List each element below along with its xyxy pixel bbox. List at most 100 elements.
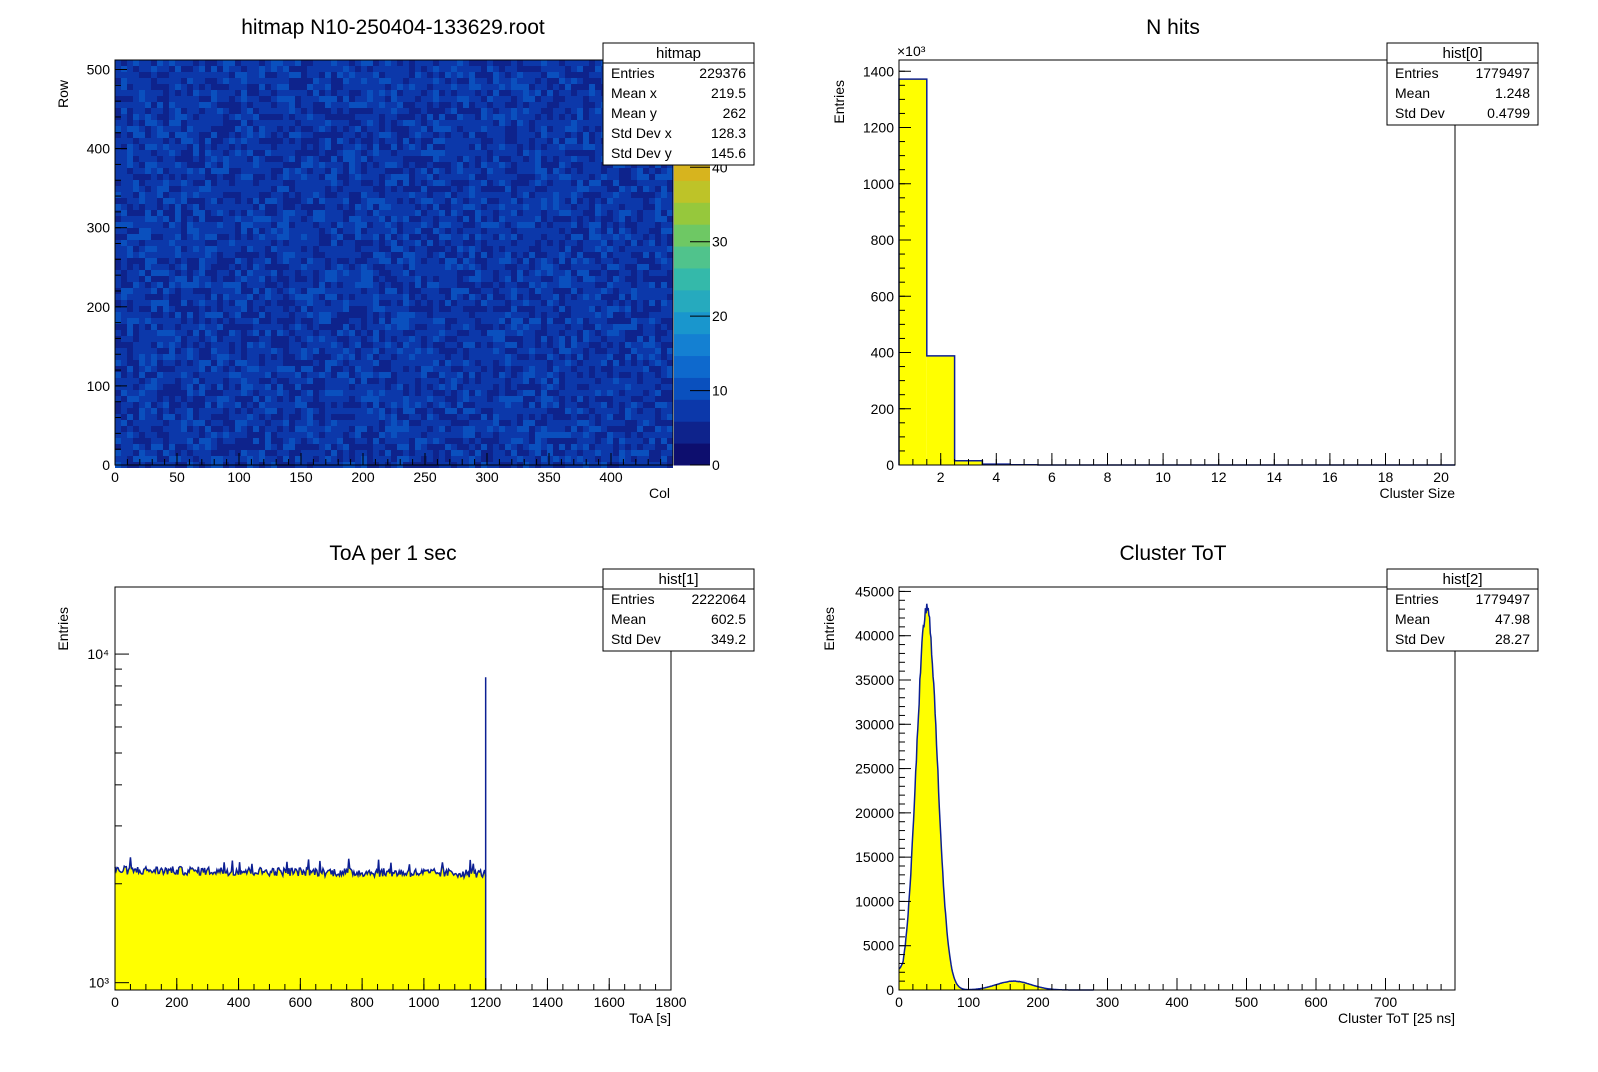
hitmap-cell <box>127 324 133 330</box>
hitmap-cell <box>259 306 265 312</box>
hitmap-cell <box>127 156 133 162</box>
hitmap-cell <box>445 372 451 378</box>
hitmap-cell <box>361 84 367 90</box>
hitmap-cell <box>487 198 493 204</box>
hitmap-cell <box>445 348 451 354</box>
hitmap-cell <box>319 306 325 312</box>
hitmap-cell <box>271 60 277 66</box>
hitmap-cell <box>199 252 205 258</box>
hitmap-cell <box>289 246 295 252</box>
hitmap-cell <box>277 162 283 168</box>
hitmap-cell <box>409 198 415 204</box>
hitmap-cell <box>337 348 343 354</box>
hitmap-cell <box>307 360 313 366</box>
hitmap-cell <box>655 180 661 186</box>
hitmap-cell <box>661 288 667 294</box>
hitmap-cell <box>463 336 469 342</box>
hitmap-cell <box>367 246 373 252</box>
hitmap-cell <box>655 294 661 300</box>
hitmap-cell <box>127 234 133 240</box>
hitmap-cell <box>355 246 361 252</box>
hitmap-cell <box>445 342 451 348</box>
hitmap-cell <box>481 228 487 234</box>
hitmap-cell <box>313 324 319 330</box>
hitmap-cell <box>355 264 361 270</box>
hitmap-cell <box>391 150 397 156</box>
hitmap-cell <box>151 156 157 162</box>
hitmap-cell <box>619 198 625 204</box>
hitmap-cell <box>361 336 367 342</box>
hitmap-cell <box>499 108 505 114</box>
hitmap-cell <box>337 234 343 240</box>
hitmap-cell <box>289 144 295 150</box>
hitmap-cell <box>121 138 127 144</box>
hitmap-cell <box>187 366 193 372</box>
hitmap-cell <box>397 312 403 318</box>
hitmap-cell <box>667 288 673 294</box>
hitmap-cell <box>517 330 523 336</box>
hitmap-cell <box>295 138 301 144</box>
hitmap-cell <box>289 330 295 336</box>
hitmap-cell <box>451 324 457 330</box>
hitmap-cell <box>505 246 511 252</box>
hitmap-cell <box>253 240 259 246</box>
hitmap-cell <box>169 84 175 90</box>
hitmap-cell <box>511 222 517 228</box>
hitmap-cell <box>223 258 229 264</box>
hitmap-cell <box>559 258 565 264</box>
hitmap-cell <box>511 252 517 258</box>
hitmap-cell <box>595 270 601 276</box>
hitmap-cell <box>163 174 169 180</box>
hitmap-cell <box>451 72 457 78</box>
hitmap-cell <box>643 294 649 300</box>
hitmap-cell <box>439 228 445 234</box>
hitmap-cell <box>331 354 337 360</box>
hitmap-cell <box>241 354 247 360</box>
hitmap-cell <box>367 330 373 336</box>
hitmap-cell <box>517 132 523 138</box>
hitmap-cell <box>427 354 433 360</box>
hitmap-cell <box>451 264 457 270</box>
hitmap-cell <box>499 252 505 258</box>
hitmap-cell <box>235 378 241 384</box>
hitmap-cell <box>139 246 145 252</box>
hitmap-cell <box>355 252 361 258</box>
hitmap-cell <box>643 306 649 312</box>
hitmap-cell <box>559 222 565 228</box>
hitmap-cell <box>361 162 367 168</box>
hitmap-cell <box>235 108 241 114</box>
hitmap-cell <box>469 186 475 192</box>
hitmap-cell <box>145 156 151 162</box>
hitmap-cell <box>235 60 241 66</box>
hitmap-cell <box>349 198 355 204</box>
hitmap-cell <box>133 282 139 288</box>
hitmap-cell <box>343 306 349 312</box>
hitmap-cell <box>133 168 139 174</box>
hitmap-cell <box>145 96 151 102</box>
hitmap-cell <box>595 66 601 72</box>
hitmap-cell <box>391 360 397 366</box>
hitmap-cell <box>385 120 391 126</box>
hitmap-cell <box>355 258 361 264</box>
hitmap-cell <box>301 216 307 222</box>
hitmap-cell <box>553 270 559 276</box>
hitmap-cell <box>199 150 205 156</box>
hitmap-cell <box>625 342 631 348</box>
hitmap-cell <box>403 306 409 312</box>
hitmap-cell <box>625 240 631 246</box>
hitmap-cell <box>205 312 211 318</box>
hitmap-cell <box>595 282 601 288</box>
hitmap-cell <box>115 192 121 198</box>
hitmap-cell <box>211 270 217 276</box>
hitmap-cell <box>331 192 337 198</box>
hitmap-cell <box>481 294 487 300</box>
hitmap-cell <box>421 180 427 186</box>
hitmap-cell <box>199 318 205 324</box>
hitmap-cell <box>643 174 649 180</box>
hitmap-cell <box>115 120 121 126</box>
hitmap-cell <box>199 120 205 126</box>
hitmap-cell <box>445 180 451 186</box>
hitmap-cell <box>523 198 529 204</box>
hitmap-cell <box>133 216 139 222</box>
